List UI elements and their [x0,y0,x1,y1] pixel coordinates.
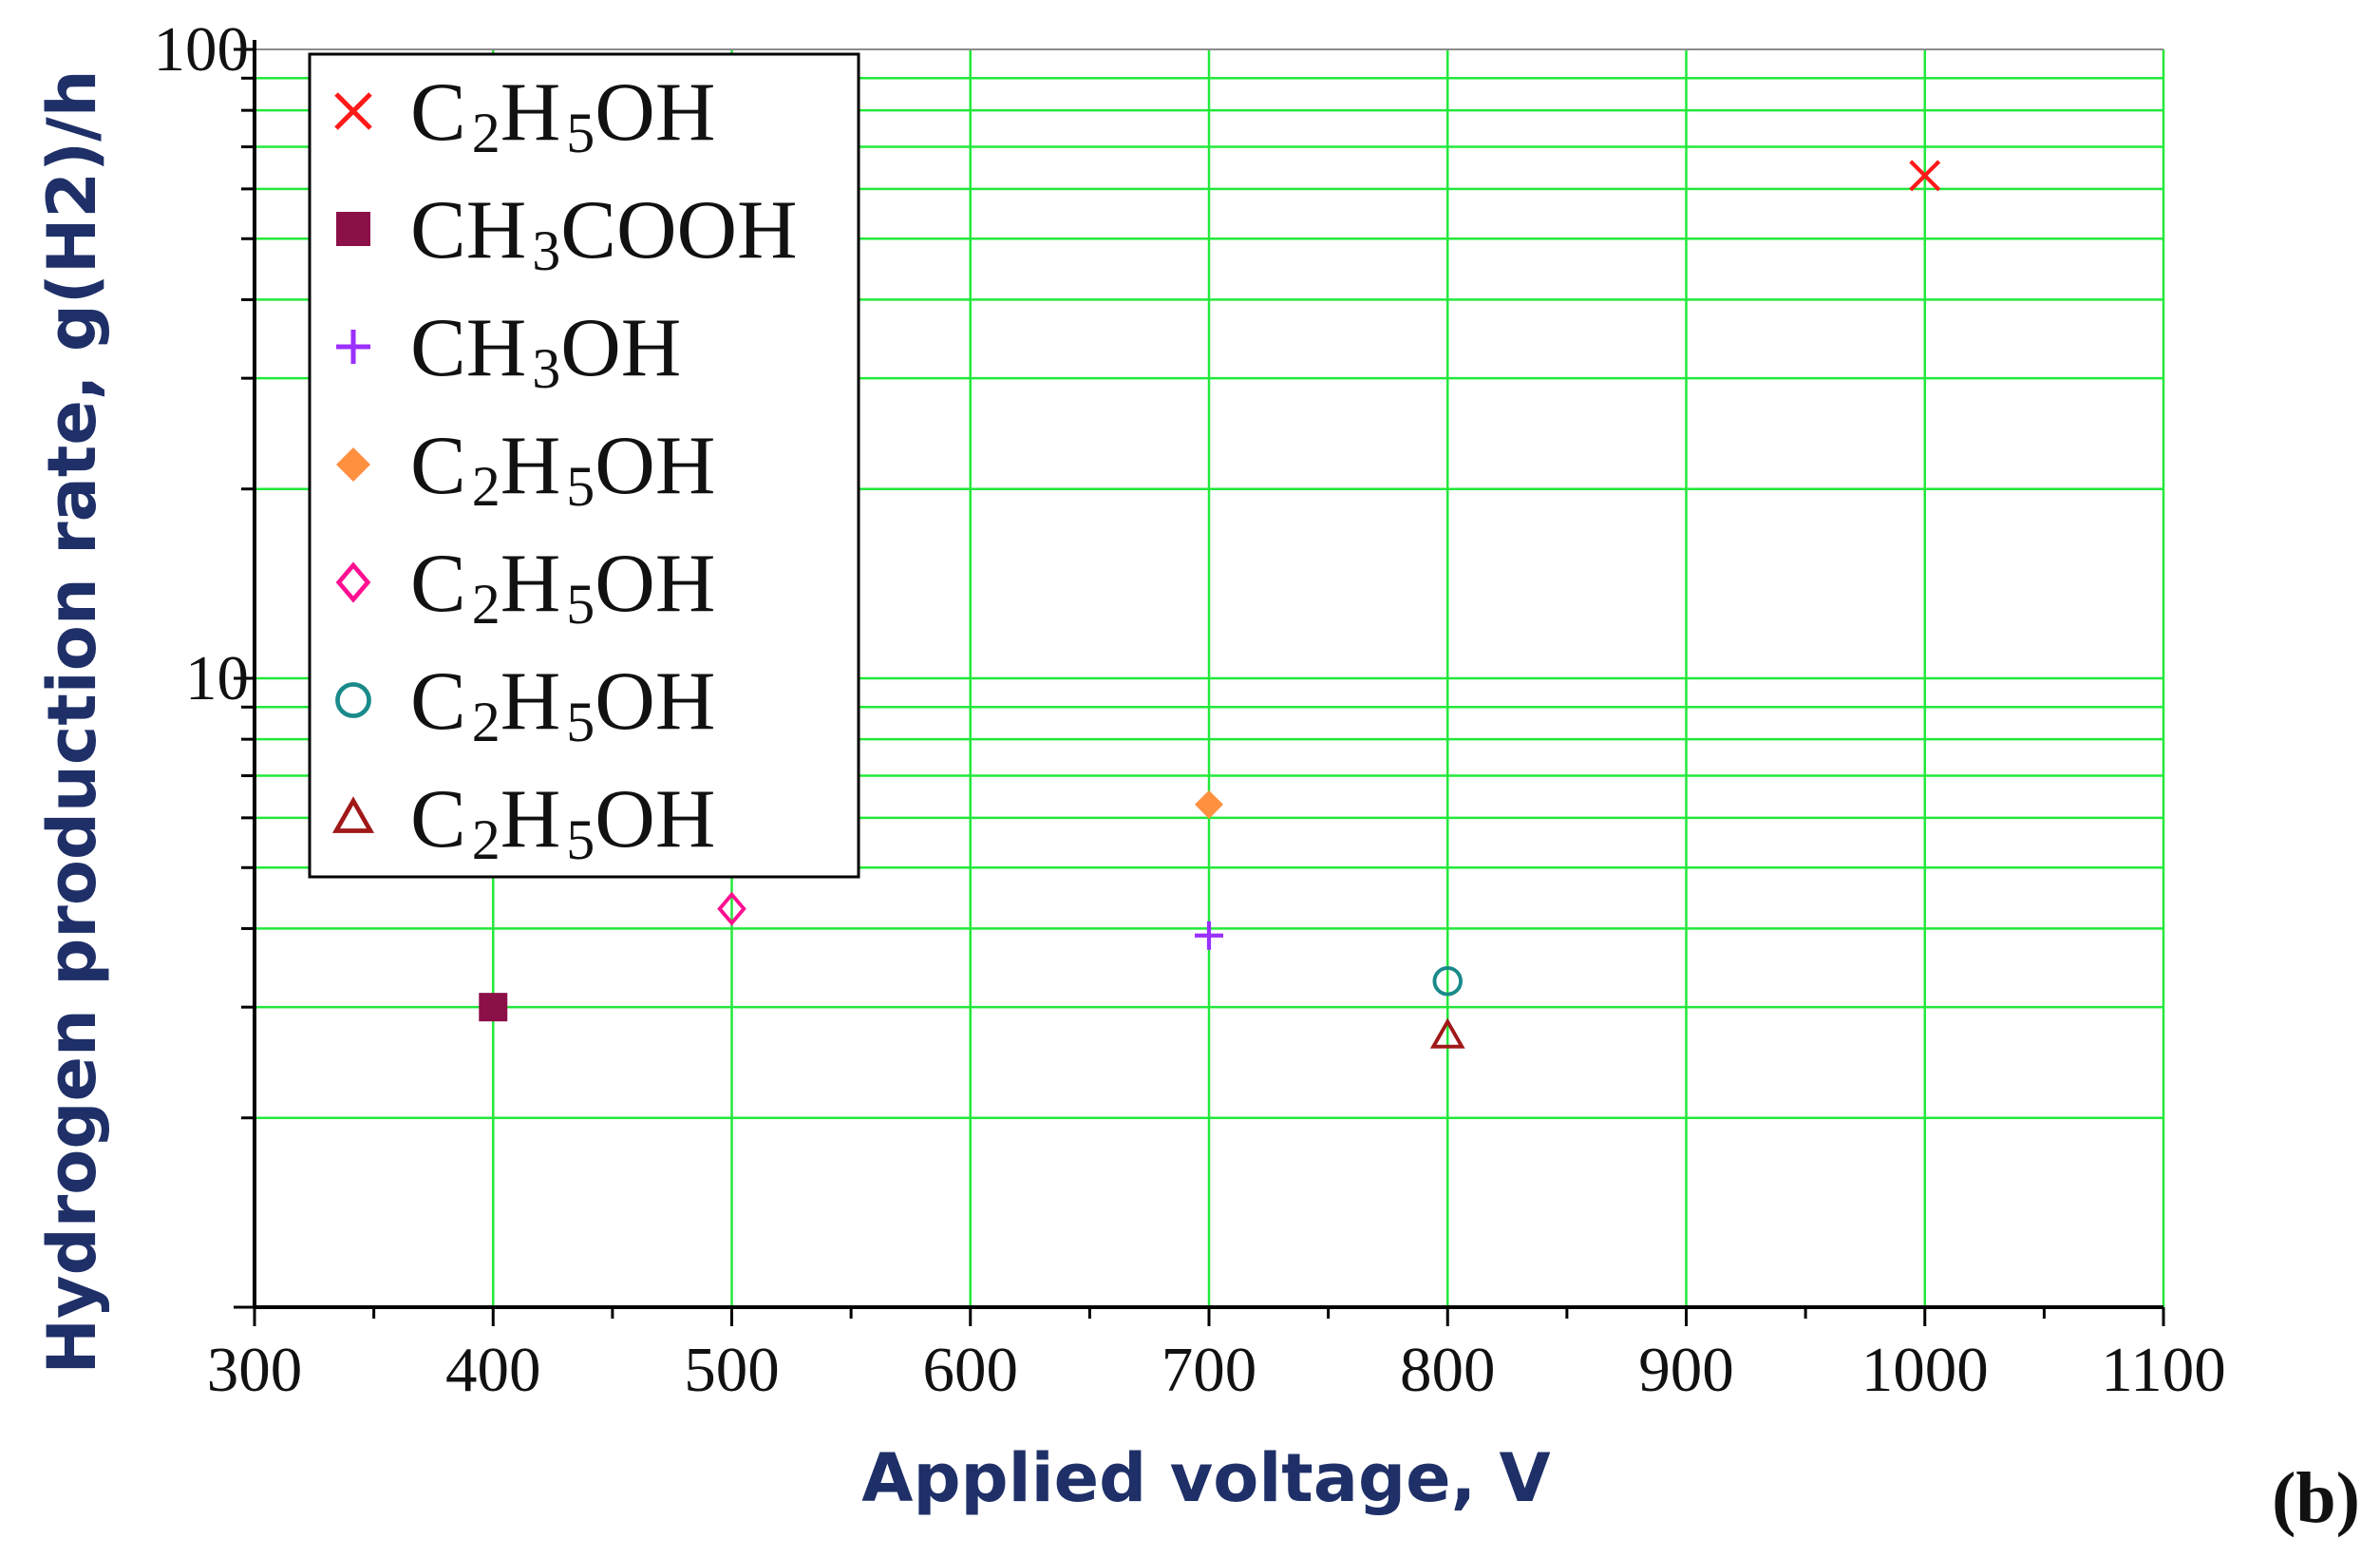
legend-box [308,52,860,879]
legend-label: C 2H 5OH [410,656,715,753]
legend-marker [335,682,371,718]
data-point [1195,789,1223,819]
legend-label: C 2H 5OH [410,538,715,636]
legend-marker [336,447,370,482]
legend-marker [335,561,371,603]
legend-label: C 2H 5OH [410,66,715,164]
data-point [1909,160,1941,192]
legend-label: CH 3COOH [410,184,798,282]
legend: C 2H 5OH CH 3COOH CH 3OH C 2H 5OH C 2H 5OH C 2H 5OH C 2H 5… [308,52,860,879]
legend-label: CH 3OH [410,302,681,400]
x-tick-labels: 300 400 500 600 700 800 900 1000 1100 [207,1335,2226,1405]
x-tick-label: 1100 [2101,1335,2226,1405]
data-point [717,891,746,926]
x-tick-label: 700 [1162,1335,1257,1405]
x-tick-label: 1000 [1861,1335,1989,1405]
legend-marker [331,796,375,833]
x-tick-label: 500 [684,1335,780,1405]
x-tick-label: 600 [923,1335,1019,1405]
data-points [479,160,1941,1049]
x-tick-label: 300 [207,1335,303,1405]
y-axis-title: Hydrogen production rate, g(H2)/h [33,69,111,1374]
data-point [1195,921,1223,950]
y-tick-labels: 10 100 [154,14,250,713]
y-tick-label: 100 [154,14,250,85]
x-tick-label: 900 [1638,1335,1734,1405]
data-point [479,993,508,1022]
panel-label: (b) [2272,1458,2360,1538]
data-point [1432,965,1463,997]
x-tick-label: 800 [1400,1335,1496,1405]
x-tick-label: 400 [445,1335,541,1405]
legend-marker [334,92,372,130]
legend-marker [336,330,370,364]
data-point [1429,1017,1465,1049]
y-tick-label: 10 [185,643,249,713]
legend-label: C 2H 5OH [410,420,715,518]
legend-label: C 2H 5OH [410,773,715,871]
x-axis-title: Applied voltage, V [861,1439,1550,1517]
legend-marker [336,212,370,246]
axes [234,40,2165,1326]
